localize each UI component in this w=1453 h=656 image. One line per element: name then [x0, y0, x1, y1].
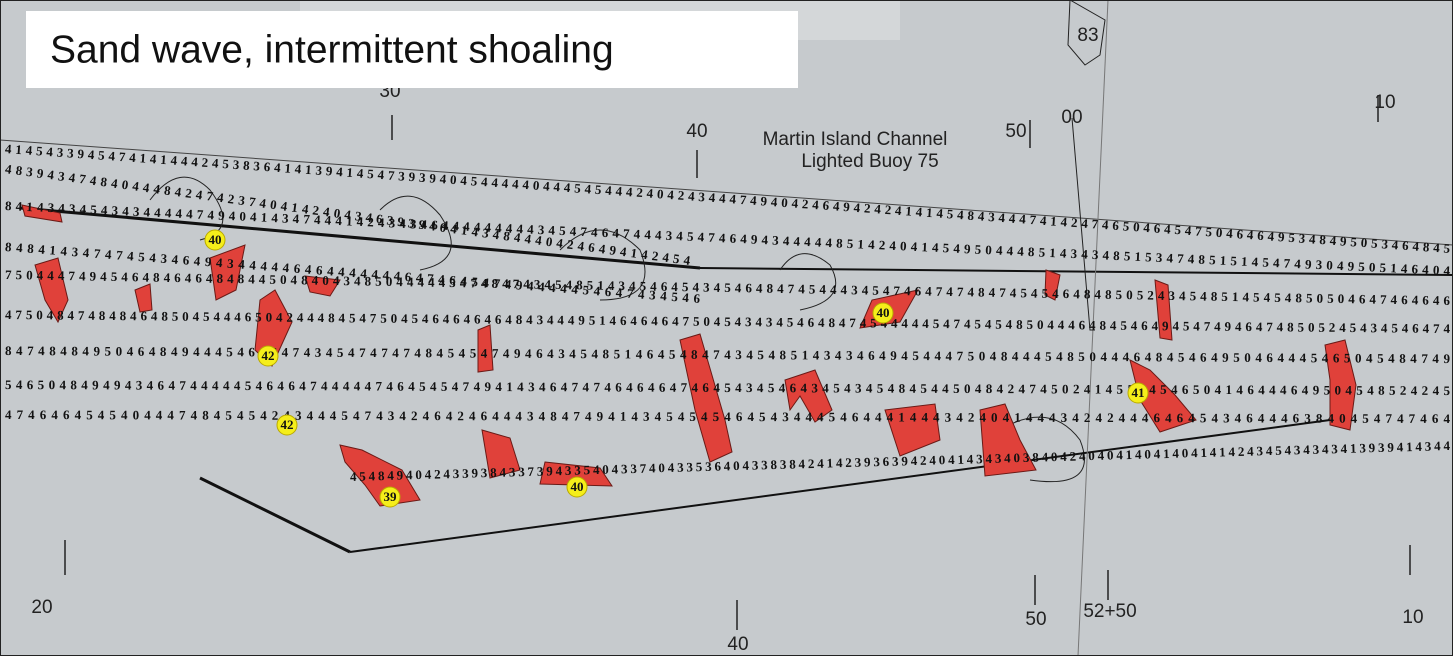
shoal-depth: 40 — [877, 305, 890, 320]
station-label: 50 — [1005, 121, 1026, 142]
station-label: 52+50 — [1083, 601, 1136, 622]
shoal-depth: 42 — [262, 348, 275, 363]
station-label: 00 — [1061, 107, 1082, 128]
survey-chart: 4145433945474141444245383641413941454739… — [0, 0, 1453, 656]
buoy-label: Martin Island Channel — [763, 129, 948, 150]
station-label: 50 — [1025, 609, 1046, 630]
buoy-label: Lighted Buoy 75 — [801, 151, 938, 172]
station-label: 40 — [686, 121, 707, 142]
title: Sand wave, intermittent shoaling — [50, 28, 614, 71]
shoal-depth: 42 — [281, 417, 294, 432]
shoal-depth: 39 — [384, 489, 398, 504]
shoal-depth: 41 — [1132, 385, 1145, 400]
station-label: 20 — [31, 597, 52, 618]
shoal-depth: 40 — [571, 479, 584, 494]
shoal-depth: 40 — [209, 232, 222, 247]
buoy-number: 83 — [1077, 25, 1098, 46]
station-label: 40 — [727, 634, 748, 655]
station-label: 10 — [1402, 607, 1423, 628]
